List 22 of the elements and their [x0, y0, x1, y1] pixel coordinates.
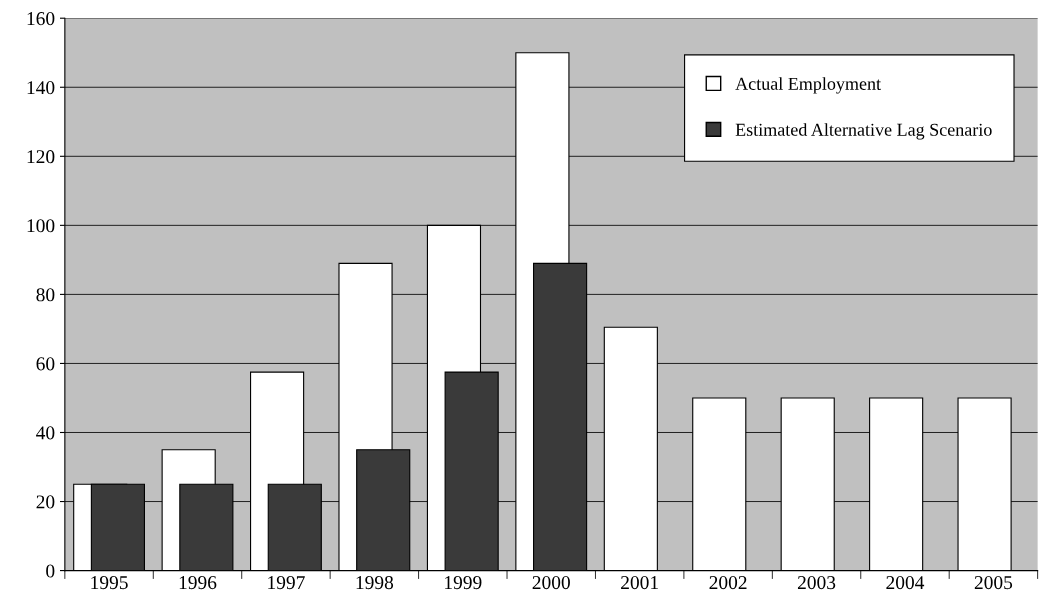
x-tick-label: 2002	[709, 576, 747, 590]
legend-label: Estimated Alternative Lag Scenario	[735, 123, 992, 140]
y-tick-label: 120	[27, 150, 55, 164]
x-tick-label: 2005	[974, 576, 1013, 590]
y-tick-label: 160	[27, 12, 55, 26]
x-tick-label: 2000	[532, 576, 570, 590]
y-tick-label: 20	[36, 495, 55, 509]
x-tick-label: 1996	[179, 576, 217, 590]
x-tick-label: 1995	[91, 576, 128, 590]
y-tick-label: 60	[36, 357, 55, 371]
x-tick-label: 2004	[886, 576, 925, 590]
y-tick-label: 40	[36, 426, 55, 440]
x-tick-label: 1999	[445, 576, 482, 590]
legend-label: Actual Employment	[735, 77, 881, 94]
x-tick-label: 1998	[356, 576, 394, 590]
x-tick-label: 1997	[268, 576, 305, 590]
y-tick-label: 80	[36, 288, 55, 302]
x-tick-label: 2003	[797, 576, 836, 590]
y-tick-label: 0	[46, 564, 55, 578]
y-tick-label: 140	[27, 81, 55, 95]
x-tick-label: 2001	[621, 576, 658, 590]
y-tick-label: 100	[27, 219, 55, 233]
